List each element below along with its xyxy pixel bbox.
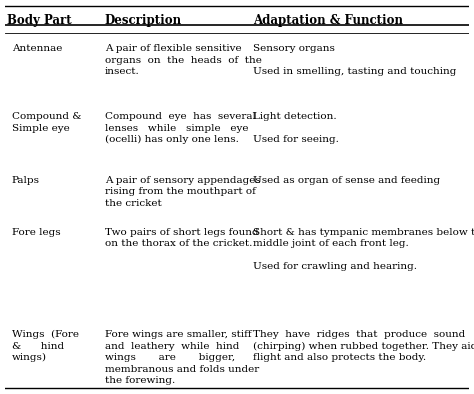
Text: Adaptation & Function: Adaptation & Function [253,14,403,26]
Text: Sensory organs

Used in smelling, tasting and touching: Sensory organs Used in smelling, tasting… [253,45,456,76]
Text: They  have  ridges  that  produce  sound
(chirping) when rubbed together. They a: They have ridges that produce sound (chi… [253,330,474,362]
Text: Short & has tympanic membranes below the
middle joint of each front leg.

Used f: Short & has tympanic membranes below the… [253,228,474,271]
Text: Body Part: Body Part [7,14,72,26]
Text: Two pairs of short legs found
on the thorax of the cricket.: Two pairs of short legs found on the tho… [105,228,258,248]
Text: Fore wings are smaller, stiff
and  leathery  while  hind
wings       are       b: Fore wings are smaller, stiff and leathe… [105,330,259,385]
Text: Description: Description [105,14,182,26]
Text: A pair of flexible sensitive
organs  on  the  heads  of  the
insect.: A pair of flexible sensitive organs on t… [105,45,262,76]
Text: Palps: Palps [12,176,40,185]
Text: Fore legs: Fore legs [12,228,60,237]
Text: Light detection.

Used for seeing.: Light detection. Used for seeing. [253,112,339,144]
Text: Antennae: Antennae [12,45,62,54]
Text: Compound  eye  has  several
lenses   while   simple   eye
(ocelli) has only one : Compound eye has several lenses while si… [105,112,255,144]
Text: Compound &
Simple eye: Compound & Simple eye [12,112,81,132]
Text: Used as organ of sense and feeding: Used as organ of sense and feeding [253,176,440,185]
Text: Wings  (Fore
&      hind
wings): Wings (Fore & hind wings) [12,330,79,362]
Text: A pair of sensory appendages
rising from the mouthpart of
the cricket: A pair of sensory appendages rising from… [105,176,260,208]
